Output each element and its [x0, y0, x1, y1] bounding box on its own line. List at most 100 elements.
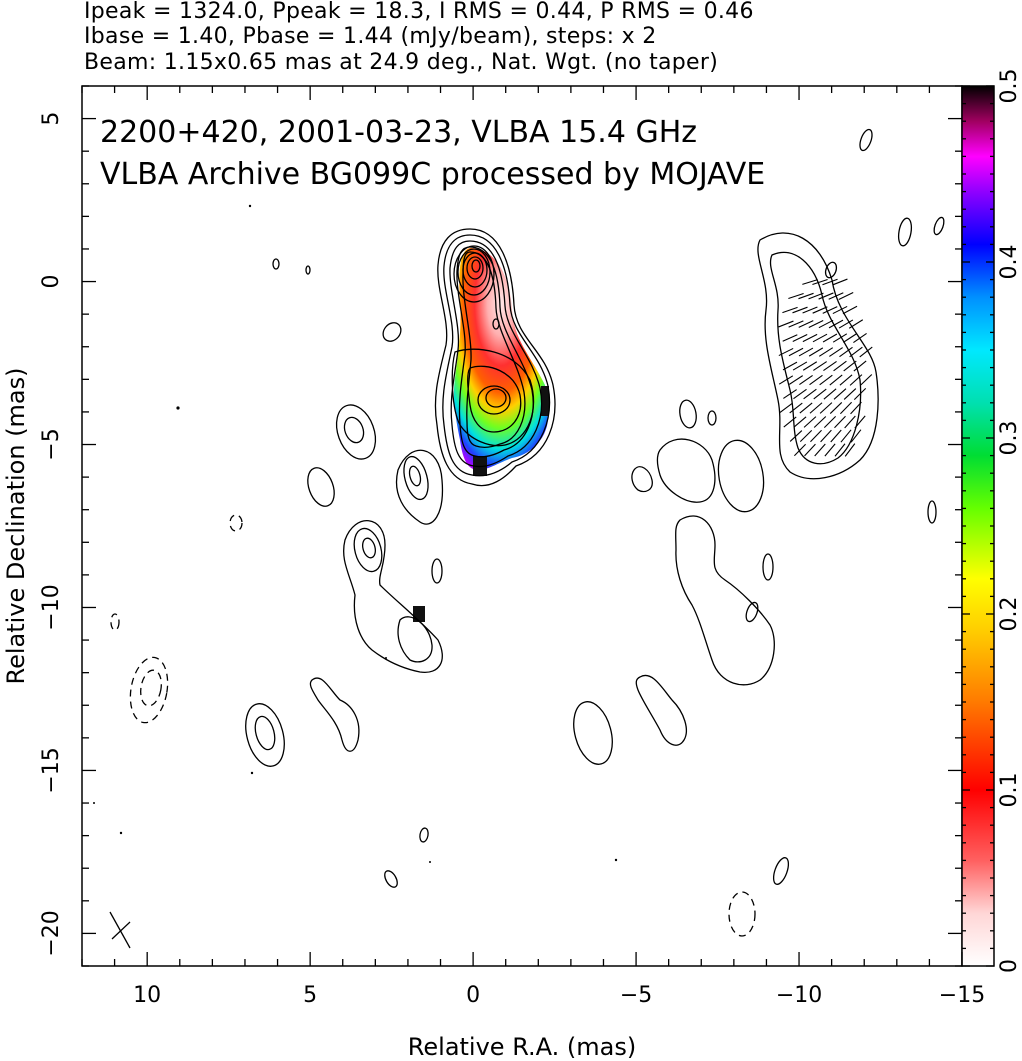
- evpa-vector: [844, 415, 856, 429]
- evpa-vector: [783, 389, 797, 399]
- evpa-vector: [818, 292, 834, 300]
- colorbar-tick-label: 0.2: [997, 597, 1022, 632]
- evpa-vector: [819, 374, 833, 386]
- evpa-vector: [802, 361, 818, 371]
- evpa-vector: [842, 305, 858, 315]
- x-tick-label: 5: [303, 983, 317, 1008]
- evpa-vector: [779, 402, 793, 414]
- axis-tick-labels: 10 5 0 −5 −10 −15 5 0 −5 −10 −15 −20 0 0.1 0.2 0.3 0.4 0.…: [39, 69, 1022, 1009]
- evpa-vector: [788, 320, 804, 328]
- colorbar-tick-label: 0: [997, 959, 1022, 973]
- evpa-vector: [808, 347, 824, 357]
- evpa-vector: [789, 402, 803, 414]
- evpa-vector: [838, 319, 854, 329]
- header-beam-line: Beam: 1.15x0.65 mas at 24.9 deg., Nat. W…: [84, 50, 719, 75]
- plot-frame: [81, 85, 963, 967]
- evpa-vector: [843, 388, 857, 400]
- evpa-vector: [818, 319, 834, 329]
- evpa-vector: [854, 415, 866, 429]
- evpa-vector: [803, 388, 817, 400]
- evpa-vector: [829, 402, 843, 414]
- evpa-vector: [793, 416, 807, 428]
- evpa-vector: [834, 443, 846, 457]
- map-subtitle: VLBA Archive BG099C processed by MOJAVE: [100, 157, 765, 192]
- evpa-vector: [822, 306, 838, 314]
- evpa-vector: [812, 306, 828, 314]
- evpa-vector: [859, 346, 873, 358]
- evpa-vector: [783, 416, 797, 428]
- evpa-vector: [842, 333, 858, 343]
- evpa-vector: [830, 429, 842, 443]
- evpa-vector: [818, 347, 834, 357]
- evpa-vector: [832, 278, 848, 286]
- y-tick-label: 5: [39, 112, 64, 126]
- evpa-vector: [849, 374, 863, 386]
- evpa-vector: [798, 320, 814, 328]
- evpa-vector: [802, 279, 818, 285]
- evpa-vector: [832, 333, 848, 343]
- evpa-vector: [853, 388, 867, 400]
- evpa-vector: [778, 347, 794, 357]
- evpa-vector: [828, 319, 844, 329]
- evpa-vector: [812, 333, 828, 343]
- y-tick-label: −20: [39, 910, 64, 956]
- evpa-vector: [843, 360, 857, 372]
- x-tick-label: −10: [776, 983, 822, 1008]
- y-tick-label: −5: [39, 428, 64, 460]
- evpa-vector: [823, 360, 837, 372]
- evpa-vectors: [778, 278, 873, 457]
- evpa-vector: [813, 416, 827, 428]
- evpa-vector: [804, 443, 816, 457]
- evpa-vector: [838, 292, 854, 300]
- evpa-vector: [829, 374, 843, 386]
- evpa-vector: [848, 319, 864, 329]
- evpa-vector: [799, 402, 813, 414]
- evpa-vector: [782, 334, 798, 342]
- colorbar-tick-label: 0.3: [997, 421, 1022, 456]
- evpa-vector: [782, 306, 798, 314]
- evpa-vector: [834, 415, 846, 429]
- evpa-vector: [803, 416, 817, 428]
- evpa-vector: [853, 333, 867, 343]
- evpa-vector: [844, 443, 856, 457]
- polarization-dark-spot-2: [413, 606, 425, 622]
- evpa-vector: [853, 360, 867, 372]
- header-base-line: Ibase = 1.40, Pbase = 1.44 (mJy/beam), s…: [84, 24, 657, 49]
- evpa-vector: [813, 388, 827, 400]
- evpa-vector: [812, 278, 828, 286]
- y-tick-label: 0: [39, 275, 64, 289]
- evpa-vector: [808, 292, 824, 300]
- outer-intensity-contours: [245, 128, 945, 888]
- evpa-vector: [823, 415, 837, 429]
- colorbar-tick-label: 0.5: [997, 69, 1022, 104]
- evpa-vector: [778, 320, 794, 328]
- evpa-vector: [788, 375, 804, 385]
- evpa-vector: [822, 333, 838, 343]
- evpa-vector: [802, 306, 818, 314]
- evpa-vector: [819, 402, 833, 414]
- evpa-vector: [833, 388, 847, 400]
- evpa-vector: [802, 333, 818, 343]
- evpa-vector: [792, 361, 808, 371]
- evpa-vector: [833, 360, 847, 372]
- y-tick-label: −10: [39, 584, 64, 630]
- evpa-vector: [824, 443, 836, 457]
- evpa-vector: [839, 374, 853, 386]
- evpa-vector: [788, 293, 804, 299]
- evpa-vector: [820, 429, 832, 443]
- evpa-vector: [810, 429, 822, 443]
- evpa-vector: [792, 334, 808, 342]
- evpa-vector: [778, 375, 794, 385]
- evpa-vector: [809, 374, 823, 386]
- map-dots: [93, 204, 618, 863]
- evpa-vector: [782, 361, 798, 371]
- evpa-vector: [839, 346, 853, 358]
- colorbar: [961, 85, 995, 967]
- evpa-vector: [849, 346, 863, 358]
- evpa-vector: [813, 361, 827, 371]
- negative-contours: [110, 514, 756, 937]
- evpa-vector: [789, 430, 803, 442]
- evpa-vector: [814, 443, 826, 457]
